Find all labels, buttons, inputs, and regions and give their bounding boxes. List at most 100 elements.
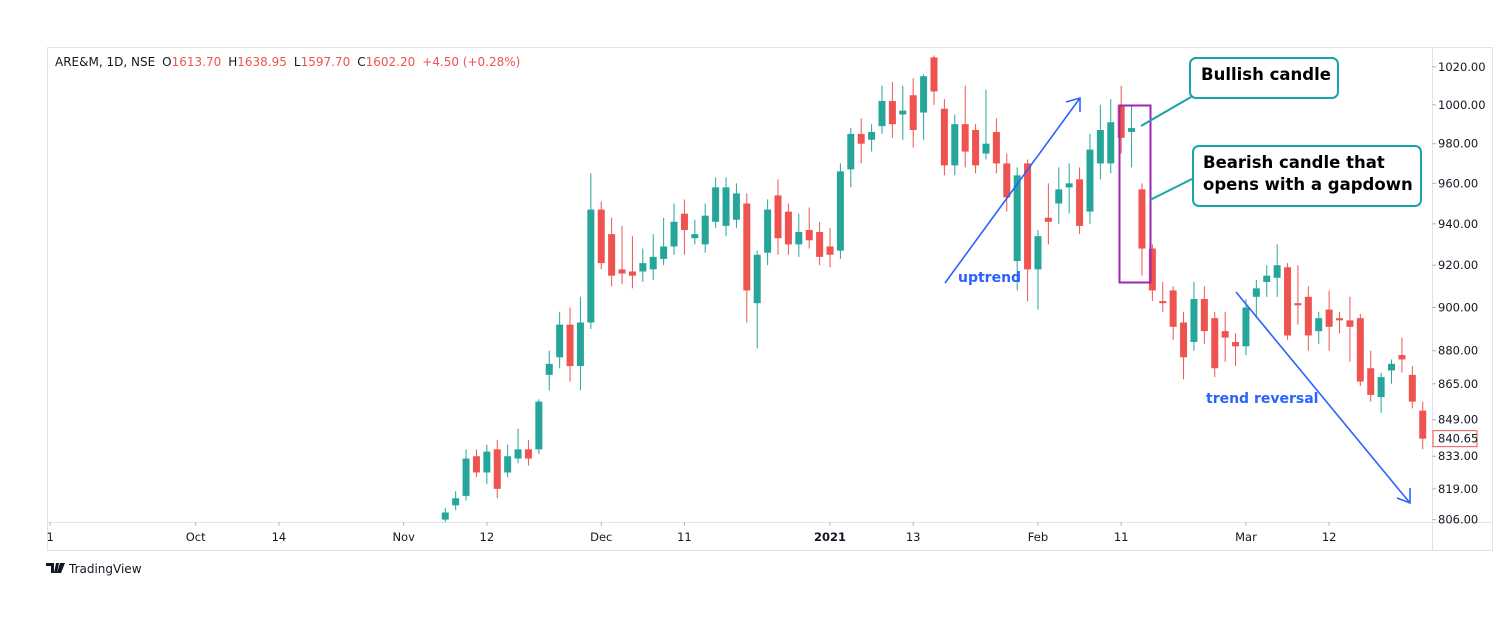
- y-tick-label: 1000.00: [1438, 98, 1486, 112]
- candle-body: [608, 234, 616, 276]
- candle-body: [1315, 318, 1323, 332]
- candle-body: [597, 209, 605, 264]
- candle-body: [504, 456, 512, 473]
- highlight-box: [1118, 104, 1152, 284]
- x-tick-label: Mar: [1235, 530, 1257, 544]
- y-tick-label: 880.00: [1438, 344, 1478, 358]
- change: +4.50 (+0.28%): [422, 55, 520, 69]
- candle-body: [1377, 377, 1385, 398]
- candle-body: [1128, 128, 1136, 132]
- candle-body: [628, 271, 636, 276]
- arrow-head: [1396, 488, 1411, 505]
- logo-icon: [46, 563, 65, 573]
- candle-body: [982, 143, 990, 154]
- candle-body: [1138, 189, 1146, 249]
- candle-body: [1273, 265, 1281, 278]
- candle-body: [462, 458, 470, 496]
- candle-body: [1013, 175, 1021, 262]
- candle-body: [816, 232, 824, 257]
- candle-body: [972, 130, 980, 166]
- x-tick-label: 2021: [814, 530, 846, 544]
- x-tick-label: 12: [480, 530, 495, 544]
- frame-box: [47, 47, 1493, 551]
- candle-body: [930, 57, 938, 92]
- y-tick-label: 819.00: [1438, 482, 1478, 496]
- candle-body: [524, 449, 532, 459]
- candle-body: [1242, 307, 1250, 347]
- trend-arrows: [944, 96, 1411, 505]
- x-tick-label: 12: [1322, 530, 1337, 544]
- candle-body: [701, 215, 709, 245]
- callout-pointer: [1149, 174, 1201, 201]
- candle-body: [1096, 130, 1104, 164]
- candle-body: [452, 498, 460, 506]
- candle-body: [441, 512, 449, 520]
- candle-body: [722, 187, 730, 226]
- y-tick-label: 865.00: [1438, 377, 1478, 391]
- annotation: trend reversal: [1206, 391, 1318, 407]
- candle-body: [1159, 301, 1167, 304]
- candle-body: [472, 456, 480, 473]
- x-tick-label: 1: [46, 530, 53, 544]
- callout-pointer: [1140, 92, 1199, 127]
- brand-logo: TradingView: [46, 562, 142, 576]
- candle-body: [1336, 318, 1344, 321]
- last-price-label: 840.65: [1438, 432, 1478, 446]
- candle-body: [847, 133, 855, 170]
- candle-body: [1398, 355, 1406, 360]
- callout-box: [1192, 145, 1422, 207]
- y-tick-label: 980.00: [1438, 137, 1478, 151]
- ohlc-value: 1613.70: [172, 55, 222, 69]
- candle-body: [1367, 368, 1375, 395]
- x-tick-label: 13: [906, 530, 921, 544]
- y-tick-label: 940.00: [1438, 217, 1478, 231]
- symbol: ARE&M, 1D, NSE: [55, 55, 155, 69]
- candle-body: [576, 322, 584, 367]
- y-tick-label: 1020.00: [1438, 60, 1486, 74]
- candle-body: [587, 209, 595, 323]
- candle-body: [992, 131, 1000, 164]
- candle-body: [1356, 318, 1364, 382]
- candle-body: [545, 363, 553, 375]
- ohlc-label: C: [357, 55, 365, 69]
- candle-body: [1117, 104, 1125, 138]
- y-tick-label: 833.00: [1438, 449, 1478, 463]
- candle-body: [1169, 290, 1177, 327]
- candle-body: [961, 124, 969, 152]
- candle-body: [493, 449, 501, 489]
- candle-body: [888, 101, 896, 125]
- callout-box: [1189, 57, 1339, 99]
- candle-body: [691, 234, 699, 239]
- y-tick-label: 900.00: [1438, 300, 1478, 314]
- candle-body: [1190, 298, 1198, 342]
- candle-body: [535, 401, 543, 450]
- candle-body: [732, 193, 740, 220]
- candle-body: [753, 254, 761, 304]
- candle-body: [649, 256, 657, 270]
- candle-body: [670, 221, 678, 247]
- candle-body: [556, 324, 564, 358]
- candle-body: [639, 263, 647, 272]
- candle-body: [680, 213, 688, 230]
- brand-text: TradingView: [68, 562, 142, 576]
- ohlc-value: 1638.95: [237, 55, 287, 69]
- x-tick-label: Nov: [392, 530, 415, 544]
- callout-text: Bearish candle that: [1203, 153, 1385, 172]
- frame: [47, 47, 1493, 551]
- candle-body: [774, 195, 782, 239]
- callout-text: opens with a gapdown: [1203, 175, 1413, 194]
- y-tick-label: 806.00: [1438, 513, 1478, 527]
- ohlc-value: 1597.70: [301, 55, 351, 69]
- y-tick-label: 849.00: [1438, 413, 1478, 427]
- ohlc-label: L: [294, 55, 301, 69]
- candle-body: [1294, 303, 1302, 306]
- ohlc-label: O: [162, 55, 171, 69]
- legend-header: ARE&M, 1D, NSE O1613.70 H1638.95 L1597.70 C1…: [55, 55, 520, 69]
- candle-body: [1211, 318, 1219, 369]
- candle-body: [618, 269, 626, 274]
- x-tick-label: 14: [272, 530, 287, 544]
- y-tick-label: 920.00: [1438, 258, 1478, 272]
- candle-body: [805, 229, 813, 241]
- candle-body: [1055, 189, 1063, 204]
- x-tick-label: Oct: [186, 530, 206, 544]
